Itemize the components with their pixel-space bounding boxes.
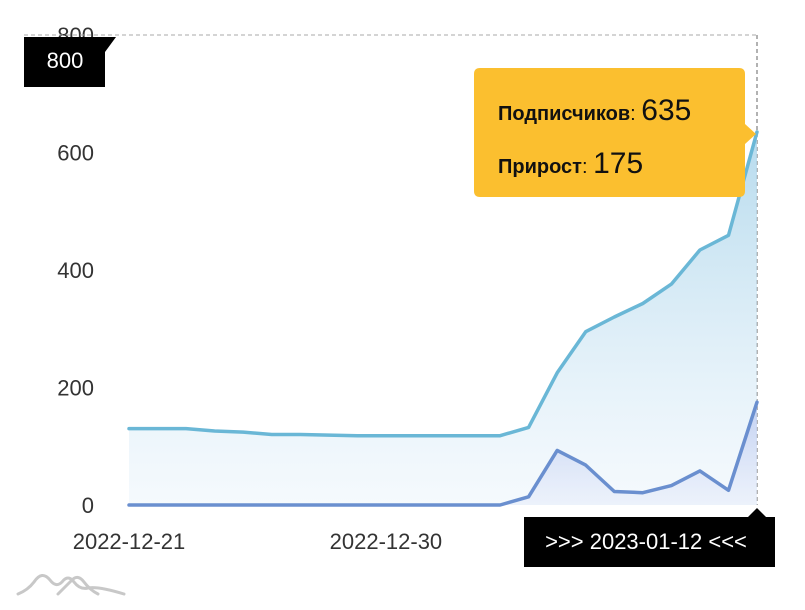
subscribers-point — [270, 433, 274, 437]
subscribers-point — [698, 248, 702, 252]
growth-point — [298, 503, 302, 507]
subscribers-point — [384, 434, 388, 438]
subscribers-point — [441, 434, 445, 438]
growth-point — [669, 484, 673, 488]
subscribers-line — [127, 130, 759, 438]
growth-point — [641, 491, 645, 495]
subscribers-point — [470, 434, 474, 438]
subscribers-point — [412, 434, 416, 438]
growth-point — [184, 503, 188, 507]
subscribers-point — [641, 301, 645, 305]
subscribers-point — [726, 233, 730, 237]
y-max-badge-shape — [24, 37, 116, 87]
growth-point — [527, 495, 531, 499]
subscribers-point — [213, 429, 217, 433]
date-badge: >>> 2023-01-12 <<< — [524, 508, 775, 567]
y-tick-label: 0 — [82, 493, 94, 518]
subscribers-point — [184, 427, 188, 431]
date-badge-shape — [524, 508, 775, 567]
y-max-badge-text: 800 — [47, 48, 84, 73]
subscribers-point — [156, 427, 160, 431]
subscribers-point — [127, 427, 131, 431]
growth-line — [127, 400, 759, 507]
subscribers-point — [298, 433, 302, 437]
subscribers-point — [355, 434, 359, 438]
growth-point — [612, 489, 616, 493]
subscribers-area — [129, 131, 757, 505]
y-tick-label: 600 — [57, 141, 94, 166]
date-badge-text: >>> 2023-01-12 <<< — [545, 529, 747, 554]
x-axis: 2022-12-21 2022-12-30 — [73, 529, 442, 554]
growth-point — [213, 503, 217, 507]
subscribers-point — [555, 371, 559, 375]
tooltip: Подписчиков: 635 Прирост: 175 — [474, 68, 756, 197]
growth-point — [384, 503, 388, 507]
growth-point — [412, 503, 416, 507]
subscribers-point — [327, 433, 331, 437]
growth-point — [156, 503, 160, 507]
subscribers-point — [669, 282, 673, 286]
growth-point — [355, 503, 359, 507]
y-axis: 0200400600800 — [57, 23, 94, 518]
growth-point — [241, 503, 245, 507]
growth-point — [327, 503, 331, 507]
x-tick-label: 2022-12-30 — [330, 529, 443, 554]
subscribers-point — [584, 330, 588, 334]
subscribers-point — [755, 130, 759, 134]
growth-point — [726, 488, 730, 492]
subscribers-point — [241, 430, 245, 434]
series-lines — [127, 130, 759, 507]
growth-point — [498, 503, 502, 507]
x-tick-label: 2022-12-21 — [73, 529, 186, 554]
growth-point — [470, 503, 474, 507]
tooltip-growth-label: Прирост — [498, 156, 582, 178]
subscribers-point — [612, 315, 616, 319]
y-tick-label: 200 — [57, 376, 94, 401]
growth-point — [555, 448, 559, 452]
tooltip-subscribers-label: Подписчиков — [498, 103, 630, 125]
tooltip-row-subscribers: Подписчиков: 635 — [498, 94, 691, 127]
growth-point — [441, 503, 445, 507]
growth-point — [127, 503, 131, 507]
growth-point — [584, 463, 588, 467]
subscribers-point — [498, 434, 502, 438]
tooltip-row-growth: Прирост: 175 — [498, 147, 643, 180]
subscribers-point — [527, 425, 531, 429]
y-max-badge: 800 — [24, 37, 116, 87]
tooltip-growth-value: 175 — [593, 147, 643, 180]
tooltip-subscribers-value: 635 — [641, 94, 691, 127]
tooltip-box — [474, 68, 756, 197]
growth-point — [698, 469, 702, 473]
mountains-logo — [16, 574, 126, 596]
growth-point — [270, 503, 274, 507]
y-tick-label: 400 — [57, 258, 94, 283]
growth-point — [755, 400, 759, 404]
